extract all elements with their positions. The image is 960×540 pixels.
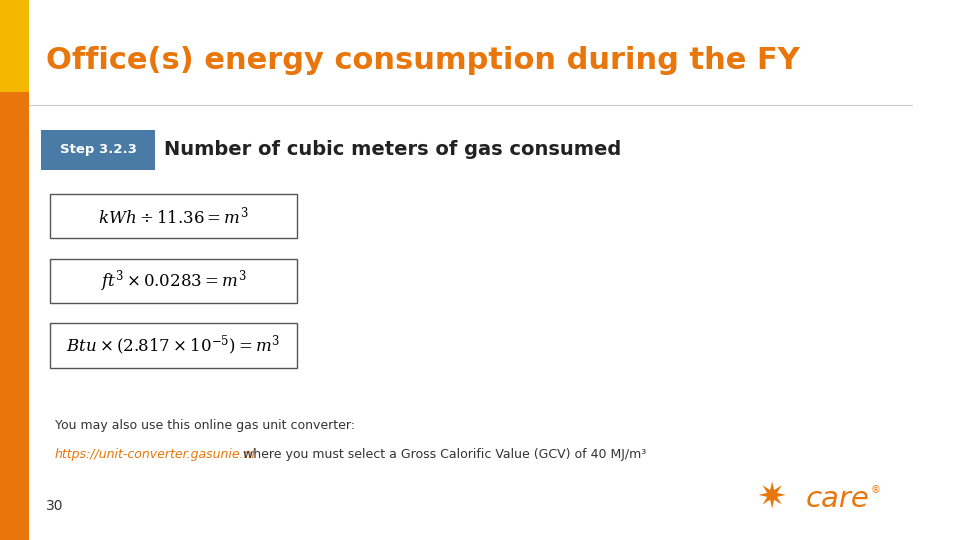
- Text: Number of cubic meters of gas consumed: Number of cubic meters of gas consumed: [164, 140, 621, 159]
- Text: ®: ®: [870, 485, 880, 495]
- Text: $ft^3 \times 0.0283 = m^3$: $ft^3 \times 0.0283 = m^3$: [100, 268, 247, 294]
- FancyBboxPatch shape: [50, 323, 297, 368]
- Text: Office(s) energy consumption during the FY: Office(s) energy consumption during the …: [46, 46, 800, 75]
- Text: where you must select a Gross Calorific Value (GCV) of 40 MJ/m³: where you must select a Gross Calorific …: [239, 448, 646, 461]
- Text: https://unit-converter.gasunie.nl: https://unit-converter.gasunie.nl: [55, 448, 255, 461]
- Text: $Btu \times (2.817 \times 10^{-5}) = m^3$: $Btu \times (2.817 \times 10^{-5}) = m^3…: [66, 334, 280, 357]
- Text: Step 3.2.3: Step 3.2.3: [60, 143, 136, 157]
- FancyBboxPatch shape: [0, 0, 29, 92]
- Text: You may also use this online gas unit converter:: You may also use this online gas unit co…: [55, 418, 355, 431]
- Text: care: care: [805, 485, 869, 513]
- Text: $kWh \div 11.36 = m^3$: $kWh \div 11.36 = m^3$: [98, 205, 249, 227]
- Text: 30: 30: [46, 499, 63, 513]
- FancyBboxPatch shape: [50, 259, 297, 303]
- FancyBboxPatch shape: [41, 130, 156, 170]
- FancyBboxPatch shape: [0, 92, 29, 540]
- FancyBboxPatch shape: [50, 194, 297, 238]
- Text: ✷: ✷: [756, 482, 786, 515]
